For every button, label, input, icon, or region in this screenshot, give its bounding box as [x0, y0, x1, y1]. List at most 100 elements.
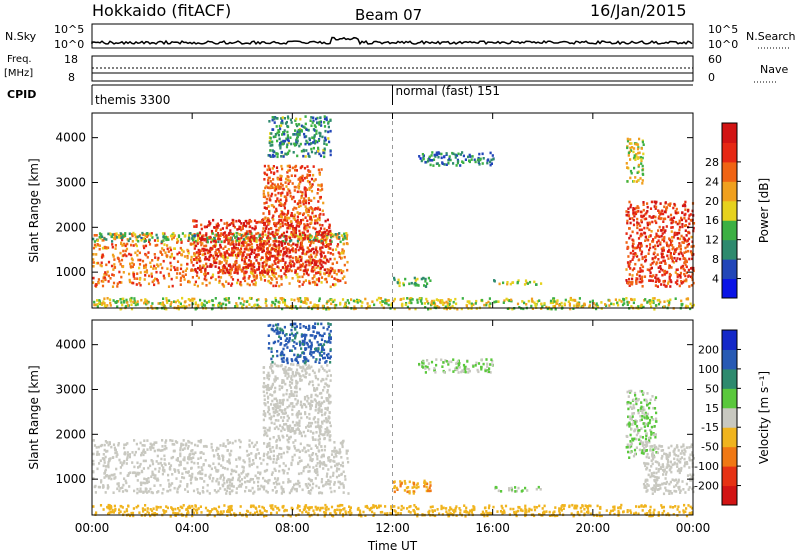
data-cell [618, 298, 621, 302]
data-cell [291, 413, 294, 416]
data-cell [313, 196, 316, 200]
data-cell [251, 486, 254, 490]
data-cell [153, 441, 156, 444]
data-cell [298, 176, 301, 180]
data-cell [204, 237, 207, 241]
data-cell [684, 224, 687, 227]
data-cell [310, 185, 314, 188]
data-cell [342, 249, 345, 253]
data-cell [103, 302, 106, 305]
data-cell [217, 232, 220, 235]
data-cell [289, 224, 293, 228]
data-cell [226, 467, 229, 471]
data-cell [342, 491, 345, 494]
data-cell [113, 232, 116, 236]
data-cell [281, 121, 284, 125]
y-tick-label: 4000 [55, 131, 86, 145]
data-cell [168, 485, 171, 488]
data-cell [156, 243, 159, 247]
data-cell [128, 453, 131, 456]
data-cell [629, 267, 632, 270]
data-cell [344, 478, 347, 481]
data-cell [680, 282, 683, 285]
data-cell [292, 151, 295, 154]
data-cell [250, 220, 253, 223]
data-cell [272, 271, 275, 275]
data-cell [199, 241, 202, 244]
data-cell [646, 301, 649, 304]
data-cell [393, 278, 396, 282]
data-cell [439, 300, 442, 304]
data-cell [341, 482, 344, 485]
data-cell [320, 255, 323, 258]
data-cell [315, 266, 318, 269]
data-cell [681, 264, 684, 268]
data-cell [310, 189, 314, 193]
data-cell [140, 453, 143, 457]
data-cell [286, 124, 289, 128]
data-cell [202, 463, 205, 467]
data-cell [254, 474, 257, 478]
data-cell [276, 169, 279, 173]
data-cell [280, 275, 283, 278]
data-cell [690, 245, 693, 248]
data-cell [311, 136, 314, 139]
data-cell [658, 298, 661, 302]
data-cell [280, 117, 283, 120]
data-cell [307, 463, 310, 467]
data-cell [320, 455, 323, 459]
data-cell [133, 489, 136, 493]
data-cell [223, 222, 226, 225]
data-cell [310, 447, 313, 450]
data-cell [297, 257, 300, 260]
data-cell [151, 443, 154, 447]
data-cell [642, 173, 645, 176]
data-cell [130, 307, 134, 311]
data-cell [223, 239, 226, 243]
data-cell [470, 158, 473, 161]
freq-label-line2: [MHz] [4, 68, 33, 79]
data-cell [626, 146, 629, 150]
data-cell [535, 283, 538, 286]
data-cell [401, 302, 404, 306]
data-cell [293, 231, 296, 235]
data-cell [294, 168, 297, 172]
data-cell [278, 144, 281, 147]
data-cell [258, 233, 261, 237]
data-cell [112, 268, 115, 271]
data-cell [246, 253, 249, 256]
data-cell [416, 298, 419, 302]
data-cell [291, 256, 294, 260]
data-cell [259, 241, 262, 244]
data-cell [328, 140, 331, 144]
data-cell [210, 307, 214, 311]
data-cell [241, 258, 244, 262]
data-cell [334, 464, 337, 468]
data-cell [229, 229, 232, 232]
data-cell [92, 459, 95, 463]
data-cell [101, 457, 104, 460]
data-cell [663, 283, 666, 287]
data-cell [196, 284, 199, 288]
data-cell [271, 365, 274, 368]
data-cell [179, 454, 182, 458]
data-cell [251, 478, 254, 481]
data-cell [646, 210, 649, 213]
data-cell [271, 273, 274, 276]
data-cell [318, 443, 321, 446]
data-cell [238, 233, 241, 236]
data-cell [242, 222, 246, 225]
data-cell [120, 275, 123, 279]
data-cell [94, 303, 97, 307]
date-title: 16/Jan/2015 [590, 1, 687, 20]
data-cell [246, 222, 249, 225]
data-cell [267, 231, 270, 234]
data-cell [267, 218, 270, 222]
data-cell [253, 219, 257, 223]
data-cell [101, 253, 104, 257]
data-cell [210, 467, 213, 471]
data-cell [316, 462, 319, 465]
data-cell [156, 263, 159, 266]
data-cell [179, 302, 182, 306]
data-cell [275, 444, 278, 447]
